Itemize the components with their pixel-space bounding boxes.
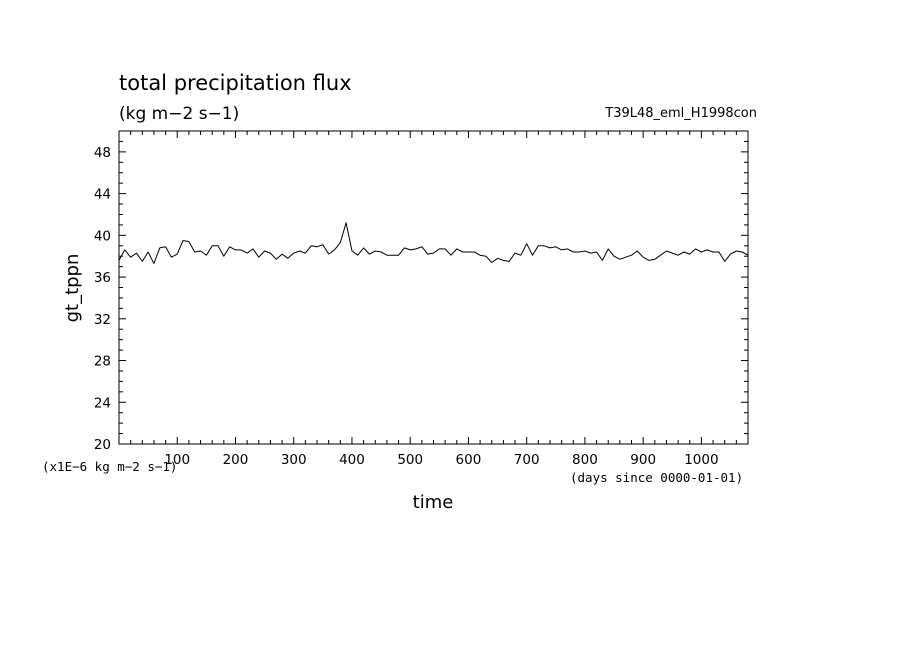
series-line-0 bbox=[118, 222, 749, 264]
x-axis-ticks: 100 200 300 400 500 600 700 800 900 1000 bbox=[130, 131, 737, 468]
y-axis-ticks: 20 24 28 32 36 40 44 48 bbox=[94, 140, 748, 453]
chart-title: total precipitation flux bbox=[119, 71, 352, 95]
y-unit-note: (x1E−6 kg m−2 s−1) bbox=[42, 459, 177, 474]
x-tick-label-200: 200 bbox=[223, 452, 249, 468]
x-tick-label-100: 100 bbox=[164, 452, 190, 468]
x-tick-label-900: 900 bbox=[630, 452, 656, 468]
series-layer bbox=[118, 222, 749, 264]
x-tick-label-500: 500 bbox=[397, 452, 423, 468]
y-tick-label-20: 20 bbox=[94, 437, 111, 453]
x-tick-label-400: 400 bbox=[339, 452, 365, 468]
chart-subtitle: (kg m−2 s−1) bbox=[119, 104, 239, 124]
y-tick-label-44: 44 bbox=[94, 187, 111, 203]
x-axis-label: time bbox=[413, 492, 454, 513]
y-axis-label: gt_tppn bbox=[62, 254, 83, 323]
y-tick-label-36: 36 bbox=[94, 270, 111, 286]
x-tick-label-300: 300 bbox=[281, 452, 307, 468]
y-tick-label-28: 28 bbox=[94, 354, 111, 370]
x-tick-label-700: 700 bbox=[514, 452, 540, 468]
x-tick-label-1000: 1000 bbox=[684, 452, 718, 468]
run-label: T39L48_eml_H1998con bbox=[604, 106, 757, 121]
x-tick-label-600: 600 bbox=[456, 452, 482, 468]
y-tick-label-40: 40 bbox=[94, 228, 111, 244]
x-tick-label-800: 800 bbox=[572, 452, 598, 468]
y-tick-label-24: 24 bbox=[94, 395, 111, 411]
y-tick-label-48: 48 bbox=[94, 145, 111, 161]
y-tick-label-32: 32 bbox=[94, 312, 111, 328]
x-unit-note: (days since 0000-01-01) bbox=[570, 470, 743, 485]
